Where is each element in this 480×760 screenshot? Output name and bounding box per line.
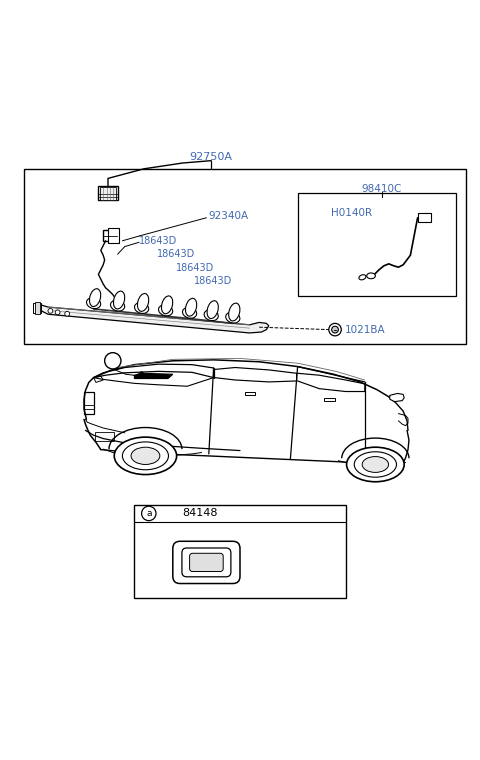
Ellipse shape bbox=[362, 457, 389, 473]
Circle shape bbox=[55, 310, 60, 315]
FancyBboxPatch shape bbox=[182, 548, 231, 577]
Ellipse shape bbox=[367, 273, 375, 279]
Ellipse shape bbox=[131, 447, 160, 464]
Polygon shape bbox=[390, 394, 404, 401]
Bar bbox=[98, 185, 118, 200]
Ellipse shape bbox=[137, 293, 149, 312]
FancyBboxPatch shape bbox=[190, 553, 223, 572]
Ellipse shape bbox=[185, 299, 197, 316]
Ellipse shape bbox=[359, 274, 366, 280]
Text: 18643D: 18643D bbox=[139, 236, 178, 245]
Text: 1021BA: 1021BA bbox=[345, 325, 385, 334]
FancyBboxPatch shape bbox=[173, 541, 240, 584]
Bar bbox=[100, 186, 116, 200]
Text: 18643D: 18643D bbox=[176, 263, 214, 273]
Text: 18643D: 18643D bbox=[194, 276, 232, 286]
Ellipse shape bbox=[161, 296, 173, 314]
Ellipse shape bbox=[110, 300, 125, 311]
Ellipse shape bbox=[113, 291, 125, 309]
Circle shape bbox=[332, 326, 338, 333]
Ellipse shape bbox=[228, 303, 240, 321]
Text: a: a bbox=[110, 356, 116, 366]
Bar bbox=[324, 397, 335, 401]
Ellipse shape bbox=[207, 301, 218, 318]
Ellipse shape bbox=[89, 289, 101, 306]
Bar bbox=[103, 230, 117, 241]
Ellipse shape bbox=[158, 305, 173, 316]
Bar bbox=[134, 505, 346, 598]
Text: 92750A: 92750A bbox=[190, 152, 233, 162]
Polygon shape bbox=[134, 373, 173, 378]
Ellipse shape bbox=[226, 312, 240, 323]
Ellipse shape bbox=[114, 437, 177, 474]
Bar bbox=[24, 169, 466, 344]
Bar bbox=[84, 392, 94, 413]
Polygon shape bbox=[136, 372, 144, 378]
Ellipse shape bbox=[134, 302, 149, 313]
Bar bbox=[95, 432, 114, 441]
Circle shape bbox=[48, 309, 53, 313]
Circle shape bbox=[105, 353, 121, 369]
Bar bbox=[298, 193, 456, 296]
Ellipse shape bbox=[354, 451, 396, 477]
Bar bbox=[108, 228, 119, 242]
Ellipse shape bbox=[122, 442, 168, 470]
Bar bbox=[245, 392, 255, 395]
Text: 18643D: 18643D bbox=[157, 249, 196, 259]
Polygon shape bbox=[34, 304, 269, 333]
Ellipse shape bbox=[86, 298, 101, 309]
Text: 84148: 84148 bbox=[182, 508, 218, 518]
Text: a: a bbox=[146, 509, 152, 518]
Bar bbox=[33, 303, 41, 313]
Text: 92340A: 92340A bbox=[209, 211, 249, 221]
Text: H0140R: H0140R bbox=[331, 208, 372, 218]
Bar bbox=[418, 213, 431, 222]
Bar bbox=[35, 302, 40, 314]
Circle shape bbox=[142, 506, 156, 521]
Ellipse shape bbox=[347, 447, 404, 482]
Text: 98410C: 98410C bbox=[361, 184, 402, 194]
Circle shape bbox=[329, 323, 341, 336]
Ellipse shape bbox=[182, 307, 197, 318]
Ellipse shape bbox=[204, 310, 218, 321]
Circle shape bbox=[65, 312, 70, 316]
